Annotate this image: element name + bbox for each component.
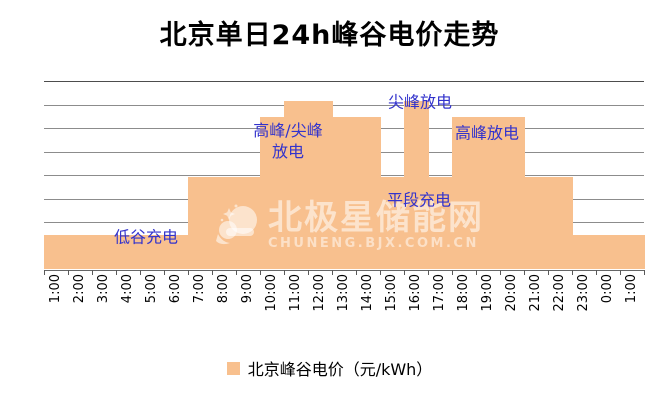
gridline [44, 104, 644, 106]
axis-tick [260, 269, 261, 275]
bar-15:00 [380, 177, 405, 270]
axis-tick [596, 269, 597, 275]
bar-17:00 [428, 177, 453, 270]
x-axis-label: 19:00 [480, 273, 495, 311]
annotation-peak-discharge: 高峰放电 [454, 123, 520, 143]
plot-top-border [44, 81, 644, 82]
bar-13:00 [332, 116, 357, 270]
x-axis-label: 23:00 [576, 273, 591, 311]
bar-16:00 [404, 100, 429, 270]
axis-tick [188, 269, 189, 275]
x-axis-label: 0:00 [600, 273, 615, 303]
x-axis-label: 5:00 [144, 273, 159, 303]
axis-tick [644, 269, 645, 275]
x-axis-label: 18:00 [456, 273, 471, 311]
x-axis-label: 1:00 [48, 273, 63, 303]
x-axis-label: 21:00 [528, 273, 543, 311]
bar-12:00 [308, 100, 333, 270]
x-axis-label: 22:00 [552, 273, 567, 311]
bar-7:00 [188, 177, 213, 270]
x-axis-label: 7:00 [192, 273, 207, 303]
axis-tick [284, 269, 285, 275]
annotation-valley-charge: 低谷充电 [113, 227, 179, 247]
bar-22:00 [548, 177, 573, 270]
x-axis-label: 9:00 [240, 273, 255, 303]
axis-tick [620, 269, 621, 275]
axis-tick [452, 269, 453, 275]
axis-tick [68, 269, 69, 275]
x-axis-line [44, 269, 644, 271]
bar-5:00 [140, 234, 165, 270]
bar-18:00 [452, 116, 477, 270]
x-axis-label: 6:00 [168, 273, 183, 303]
bar-3:00 [92, 234, 117, 270]
bar-2:00 [68, 234, 93, 270]
x-axis-label: 15:00 [384, 273, 399, 311]
axis-tick [92, 269, 93, 275]
bar-6:00 [164, 234, 189, 270]
x-axis-label: 3:00 [96, 273, 111, 303]
axis-tick [212, 269, 213, 275]
legend-label: 北京峰谷电价（元/kWh） [247, 360, 433, 379]
axis-tick [524, 269, 525, 275]
chart-title: 北京单日24h峰谷电价走势 [159, 20, 500, 51]
axis-tick [476, 269, 477, 275]
x-axis-label: 8:00 [216, 273, 231, 303]
axis-tick [356, 269, 357, 275]
axis-tick [548, 269, 549, 275]
x-axis-label: 11:00 [288, 273, 303, 311]
legend-swatch [226, 361, 240, 375]
bar-11:00 [284, 100, 309, 270]
annotation-flat-charge: 平段充电 [386, 190, 452, 210]
bar-8:00 [212, 177, 237, 270]
x-axis-label: 4:00 [120, 273, 135, 303]
x-axis-label: 13:00 [336, 273, 351, 311]
axis-tick [380, 269, 381, 275]
axis-tick [140, 269, 141, 275]
bar-4:00 [116, 234, 141, 270]
bar-1:00 [44, 234, 69, 270]
axis-tick [308, 269, 309, 275]
axis-tick [332, 269, 333, 275]
annotation-sharp-discharge: 尖峰放电 [387, 92, 453, 112]
x-axis-label: 10:00 [264, 273, 279, 311]
bar-9:00 [236, 177, 261, 270]
bar-0:00 [596, 234, 621, 270]
bar-20:00 [500, 116, 525, 270]
bar-14:00 [356, 116, 381, 270]
x-axis-label: 20:00 [504, 273, 519, 311]
x-axis-label: 16:00 [408, 273, 423, 311]
legend: 北京峰谷电价（元/kWh） [0, 356, 659, 380]
bar-21:00 [524, 177, 549, 270]
bar-19:00 [476, 116, 501, 270]
bar-10:00 [260, 116, 285, 270]
annotation-peak-sharp-discharge: 高峰/尖峰 放电 [253, 121, 323, 161]
axis-tick [164, 269, 165, 275]
x-axis-label: 2:00 [72, 273, 87, 303]
axis-tick [116, 269, 117, 275]
axis-tick [44, 269, 45, 275]
bar-23:00 [572, 234, 597, 270]
x-axis-label: 17:00 [432, 273, 447, 311]
x-axis-label: 12:00 [312, 273, 327, 311]
axis-tick [428, 269, 429, 275]
bar-1:00 [620, 234, 645, 270]
axis-tick [236, 269, 237, 275]
axis-tick [572, 269, 573, 275]
axis-tick [404, 269, 405, 275]
axis-tick [500, 269, 501, 275]
x-axis-label: 1:00 [624, 273, 639, 303]
x-axis-label: 14:00 [360, 273, 375, 311]
